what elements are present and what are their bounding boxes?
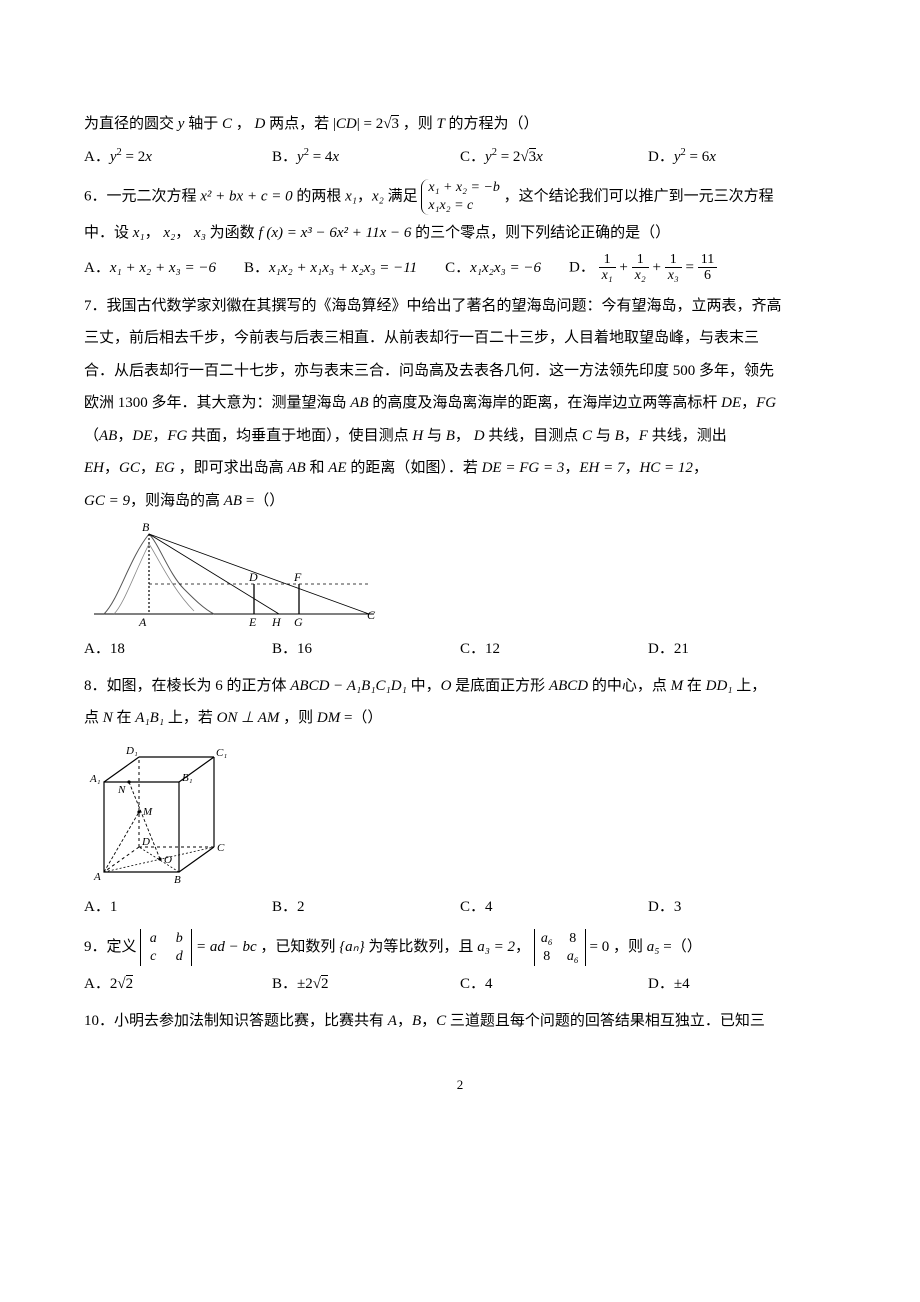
- q9-opt-c[interactable]: C．4: [460, 970, 648, 999]
- text: ，则: [403, 116, 437, 132]
- svg-text:D: D: [141, 836, 150, 848]
- vieta-system: x₁ + x₂ = −b x₁x₂ = c: [421, 179, 500, 215]
- page-number: 2: [84, 1073, 836, 1098]
- q7-opt-a[interactable]: A．18: [84, 635, 272, 664]
- text: 为直径的圆交: [84, 116, 178, 132]
- fig-label-B: B: [142, 520, 150, 534]
- q7-p4: 欧洲 1300 多年．其大意为：测量望海岛 AB 的高度及海岛离海岸的距离，在海…: [84, 389, 836, 418]
- svg-text:C₁: C₁: [216, 747, 227, 759]
- q7-p6: EH，GC，EG ，即可求出岛高 AB 和 AE 的距离（如图）．若 DE = …: [84, 454, 836, 483]
- var-T: T: [436, 116, 444, 132]
- q6-opt-b[interactable]: B．x₁x₂ + x₁x₃ + x₂x₃ = −11: [244, 254, 417, 283]
- q6-line2: 中．设 x₁， x₂， x₃ 为函数 f (x) = x³ − 6x² + 11…: [84, 219, 836, 248]
- q9-opt-a[interactable]: A．2√2: [84, 970, 272, 999]
- q6-opt-c[interactable]: C．x₁x₂x₃ = −6: [445, 254, 541, 283]
- fig-label-D: D: [248, 570, 258, 584]
- q8-line1: 8．如图，在棱长为 6 的正方体 ABCD − A₁B₁C₁D₁ 中，O 是底面…: [84, 672, 836, 701]
- q7-p1: 7．我国古代数学家刘徽在其撰写的《海岛算经》中给出了著名的望海岛问题：今有望海岛…: [84, 292, 836, 321]
- var-C: C: [222, 116, 232, 132]
- var-D: D: [254, 116, 265, 132]
- var-y: y: [178, 116, 185, 132]
- q9-stem: 9．定义 ab cd = ad − bc ，已知数列 {aₙ} 为等比数列，且 …: [84, 929, 836, 966]
- fig-label-A: A: [138, 615, 147, 629]
- q8-line2: 点 N 在 A₁B₁ 上，若 ON ⊥ AM ，则 DM =（）: [84, 704, 836, 733]
- fx: f (x) = x³ − 6x² + 11x − 6: [258, 225, 411, 241]
- q6-options: A．x₁ + x₂ + x₃ = −6 B．x₁x₂ + x₁x₃ + x₂x₃…: [84, 252, 836, 284]
- svg-text:B: B: [174, 874, 181, 886]
- q8-opt-d[interactable]: D．3: [648, 893, 836, 922]
- q9-opt-b[interactable]: B．±2√2: [272, 970, 460, 999]
- det-a6: a₆8 8a₆: [534, 929, 586, 966]
- q6-opt-a[interactable]: A．x₁ + x₂ + x₃ = −6: [84, 254, 216, 283]
- q7-options: A．18 B．16 C．12 D．21: [84, 635, 836, 664]
- q8-opt-c[interactable]: C．4: [460, 893, 648, 922]
- q5-options: A．y2 = 2x B．y2 = 4x C．y2 = 2√3x D．y2 = 6…: [84, 143, 836, 172]
- fig-label-H: H: [271, 615, 282, 629]
- fig-label-E: E: [248, 615, 257, 629]
- svg-text:O: O: [164, 854, 172, 866]
- fig-label-F: F: [293, 570, 302, 584]
- svg-text:A: A: [93, 871, 101, 883]
- q7-opt-c[interactable]: C．12: [460, 635, 648, 664]
- text: 轴于: [188, 116, 222, 132]
- q7-opt-b[interactable]: B．16: [272, 635, 460, 664]
- q8-opt-a[interactable]: A．1: [84, 893, 272, 922]
- q6-opt-d[interactable]: D． 1x₁ + 1x₂ + 1x₃ = 116: [569, 252, 717, 284]
- svg-text:C: C: [217, 842, 225, 854]
- q8-opt-b[interactable]: B．2: [272, 893, 460, 922]
- svg-text:N: N: [117, 784, 126, 796]
- poly: x² + bx + c = 0: [200, 189, 292, 205]
- q5-opt-d[interactable]: D．y2 = 6x: [648, 143, 836, 172]
- q8-options: A．1 B．2 C．4 D．3: [84, 893, 836, 922]
- q5-opt-a[interactable]: A．y2 = 2x: [84, 143, 272, 172]
- q5-opt-b[interactable]: B．y2 = 4x: [272, 143, 460, 172]
- q9-opt-d[interactable]: D．±4: [648, 970, 836, 999]
- q5-stem: 为直径的圆交 y 轴于 C ， D 两点，若 |CD| = 2√3 ，则 T 的…: [84, 110, 836, 139]
- svg-text:B₁: B₁: [182, 772, 193, 784]
- q7-p5: （AB，DE，FG 共面，均垂直于地面），使目测点 H 与 B， D 共线，目测…: [84, 422, 836, 451]
- det-generic: ab cd: [140, 929, 192, 966]
- expr-cd: |CD| = 2√3: [333, 115, 399, 132]
- q10-stem: 10．小明去参加法制知识答题比赛，比赛共有 A，B，C 三道题且每个问题的回答结…: [84, 1007, 836, 1036]
- text: 的方程为（）: [449, 116, 539, 132]
- svg-text:D₁: D₁: [125, 745, 138, 757]
- text: 两点，若: [269, 116, 333, 132]
- svg-text:A₁: A₁: [89, 773, 101, 785]
- q7-opt-d[interactable]: D．21: [648, 635, 836, 664]
- fig-label-G: G: [294, 615, 303, 629]
- text: ，: [236, 116, 251, 132]
- svg-text:M: M: [142, 806, 153, 818]
- q9-options: A．2√2 B．±2√2 C．4 D．±4: [84, 970, 836, 999]
- q5-opt-c[interactable]: C．y2 = 2√3x: [460, 143, 648, 172]
- q7-p2: 三丈，前后相去千步，今前表与后表三相直．从前表却行一百二十三步，人目着地取望岛峰…: [84, 324, 836, 353]
- q7-p3: 合．从后表却行一百二十七步，亦与表末三合．问岛高及去表各几何．这一方法领先印度 …: [84, 357, 836, 386]
- q7-figure: B A D E F H G C: [84, 519, 836, 629]
- fig-label-C: C: [367, 608, 376, 622]
- q8-figure: A B C D A₁ B₁ C₁ D₁ M N O: [84, 737, 836, 887]
- q7-p7: GC = 9，则海岛的高 AB =（）: [84, 487, 836, 516]
- q6-line1: 6．一元二次方程 x² + bx + c = 0 的两根 x₁，x₂ 满足 x₁…: [84, 179, 836, 215]
